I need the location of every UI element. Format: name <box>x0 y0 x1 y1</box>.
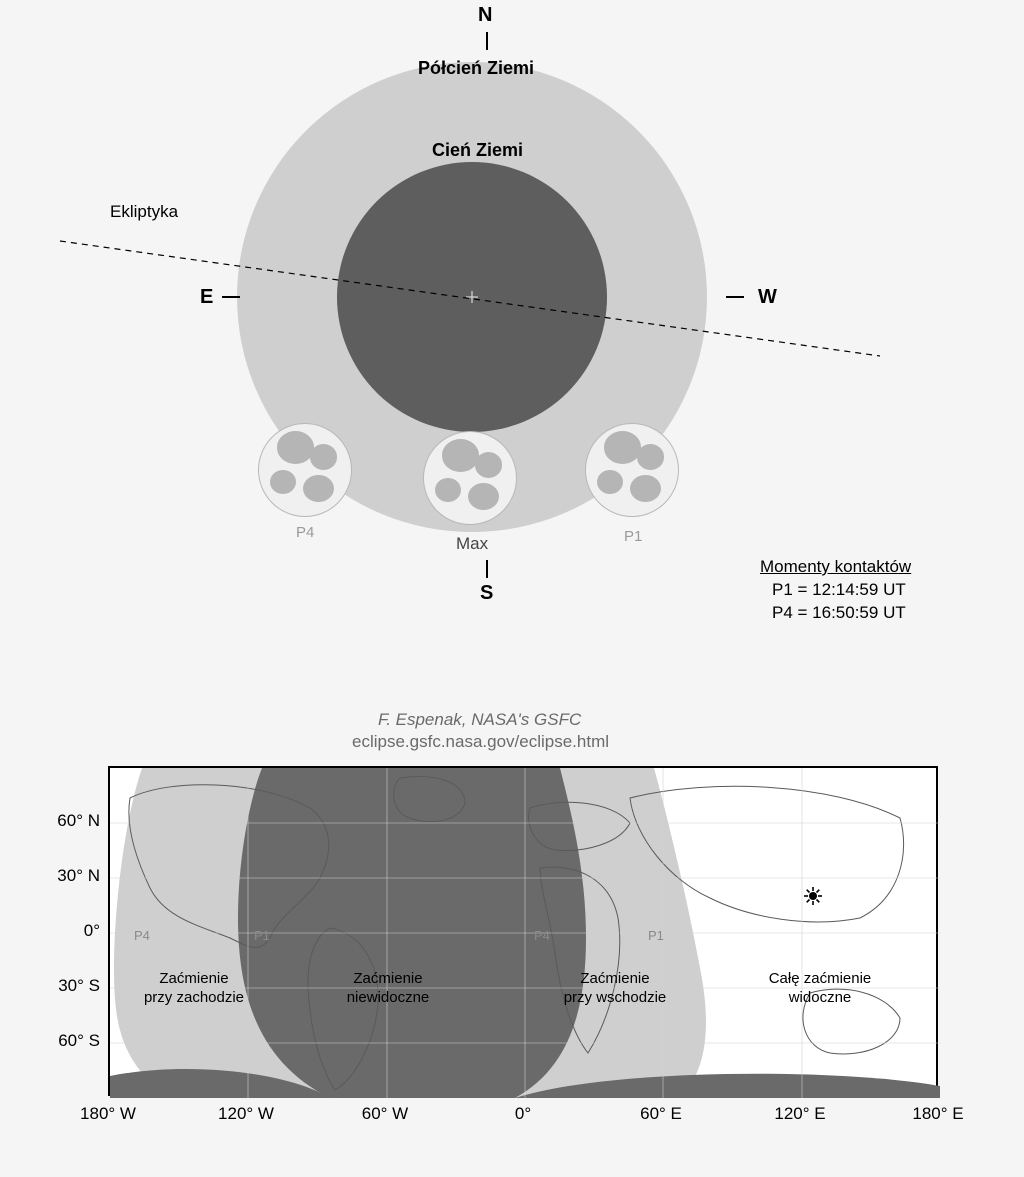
vis-full: Całę zaćmienie widoczne <box>740 970 900 1008</box>
xtick-180e: 180° E <box>900 1104 976 1124</box>
vis-at-sunset: Zaćmienie przy zachodzie <box>124 970 264 1008</box>
compass-n: N <box>478 4 492 27</box>
moon-p1-caption: P1 <box>624 528 642 545</box>
vis-none-line1: Zaćmienie <box>353 970 422 987</box>
vis-full-line1: Całę zaćmienie <box>769 970 872 987</box>
vis-at-sunset-line1: Zaćmienie <box>159 970 228 987</box>
moon-p1 <box>585 423 679 517</box>
map-marker-p1r: P1 <box>648 928 664 943</box>
vis-at-sunrise: Zaćmienie przy wschodzie <box>540 970 690 1008</box>
contacts-line-2: P4 = 16:50:59 UT <box>760 602 911 625</box>
contacts-box: Momenty kontaktów P1 = 12:14:59 UT P4 = … <box>760 556 911 625</box>
compass-w: W <box>758 286 777 309</box>
xtick-0: 0° <box>485 1104 561 1124</box>
moon-max-caption: Max <box>456 534 488 554</box>
moon-p4 <box>258 423 352 517</box>
vis-none: Zaćmienie niewidoczne <box>318 970 458 1008</box>
vis-none-line2: niewidoczne <box>347 989 430 1006</box>
ecliptic-label: Ekliptyka <box>110 202 178 222</box>
xtick-180w: 180° W <box>70 1104 146 1124</box>
xtick-60w: 60° W <box>347 1104 423 1124</box>
map-marker-p1l: P1 <box>254 928 270 943</box>
map-marker-p4r: P4 <box>534 928 550 943</box>
ytick-60s: 60° S <box>40 1031 100 1051</box>
credit-author: F. Espenak, NASA's GSFC <box>378 710 581 730</box>
credit-url: eclipse.gsfc.nasa.gov/eclipse.html <box>352 732 609 752</box>
vis-at-sunset-line2: przy zachodzie <box>144 989 244 1006</box>
visibility-map: P4 P1 P4 P1 <box>108 766 938 1096</box>
contacts-line-1: P1 = 12:14:59 UT <box>760 579 911 602</box>
eclipse-figure: N S E W Półcień Ziemi Cień Ziemi Eklipty… <box>0 0 1024 1177</box>
vis-at-sunrise-line1: Zaćmienie <box>580 970 649 987</box>
umbra-label: Cień Ziemi <box>432 140 523 161</box>
ytick-30n: 30° N <box>40 866 100 886</box>
contacts-header: Momenty kontaktów <box>760 556 911 579</box>
compass-s: S <box>480 582 493 605</box>
ytick-60n: 60° N <box>40 811 100 831</box>
vis-full-line2: widoczne <box>789 989 852 1006</box>
xtick-120e: 120° E <box>762 1104 838 1124</box>
compass-e: E <box>200 286 213 309</box>
vis-at-sunrise-line2: przy wschodzie <box>564 989 667 1006</box>
xtick-60e: 60° E <box>623 1104 699 1124</box>
xtick-120w: 120° W <box>208 1104 284 1124</box>
moon-p4-caption: P4 <box>296 524 314 541</box>
ytick-30s: 30° S <box>40 976 100 996</box>
map-marker-p4l: P4 <box>134 928 150 943</box>
ytick-0: 0° <box>40 921 100 941</box>
moon-max <box>423 431 517 525</box>
penumbra-label: Półcień Ziemi <box>418 58 534 79</box>
sun-icon <box>804 887 822 905</box>
